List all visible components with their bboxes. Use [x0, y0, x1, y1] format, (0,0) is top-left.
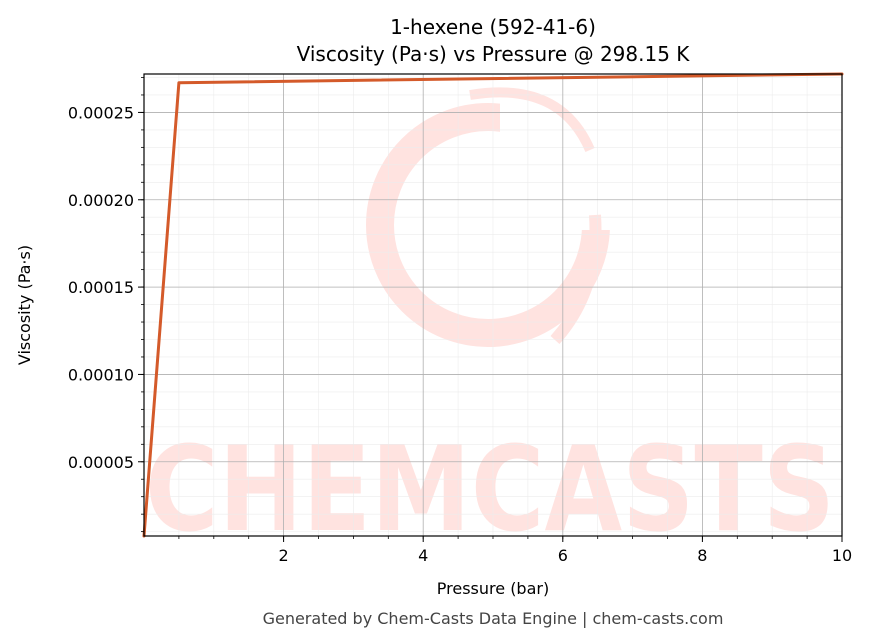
watermark-logo-tail: [550, 214, 602, 345]
chart-subtitle: Viscosity (Pa·s) vs Pressure @ 298.15 K: [297, 42, 691, 66]
watermark-text: CHEMCASTS: [145, 420, 835, 558]
x-axis-label: Pressure (bar): [437, 579, 549, 598]
x-tick-label: 4: [418, 546, 428, 565]
x-tick-label: 2: [279, 546, 289, 565]
x-axis-ticks: 2 4 6 8 10: [178, 536, 852, 565]
x-tick-label: 10: [832, 546, 852, 565]
minor-grid: [144, 74, 843, 536]
y-tick-label: 0.00015: [68, 278, 134, 297]
y-axis-label: Viscosity (Pa·s): [15, 245, 34, 365]
watermark-logo-swoosh: [469, 87, 595, 153]
y-tick-label: 0.00005: [68, 453, 134, 472]
y-tick-label: 0.00010: [68, 365, 134, 384]
y-axis-ticks: 0.00005 0.00010 0.00015 0.00020 0.00025: [68, 77, 144, 533]
y-tick-label: 0.00020: [68, 191, 134, 210]
chart-title: 1-hexene (592-41-6): [390, 15, 596, 39]
x-tick-label: 6: [558, 546, 568, 565]
watermark: CHEMCASTS: [145, 87, 835, 558]
watermark-logo: [366, 87, 620, 347]
x-tick-label: 8: [697, 546, 707, 565]
footer-credit: Generated by Chem-Casts Data Engine | ch…: [263, 609, 724, 628]
y-tick-label: 0.00025: [68, 103, 134, 122]
series-layer: [142, 72, 844, 538]
series-line: [142, 72, 844, 538]
